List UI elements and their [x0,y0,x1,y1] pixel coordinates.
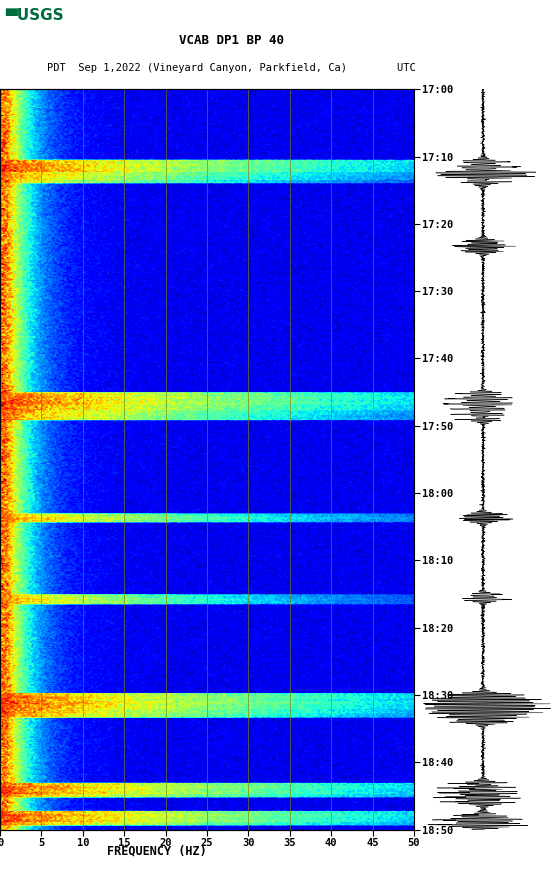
Text: PDT  Sep 1,2022 (Vineyard Canyon, Parkfield, Ca)        UTC: PDT Sep 1,2022 (Vineyard Canyon, Parkfie… [47,63,416,73]
Text: VCAB DP1 BP 40: VCAB DP1 BP 40 [179,34,284,47]
Text: ▀USGS: ▀USGS [6,8,64,23]
Text: FREQUENCY (HZ): FREQUENCY (HZ) [108,845,207,858]
